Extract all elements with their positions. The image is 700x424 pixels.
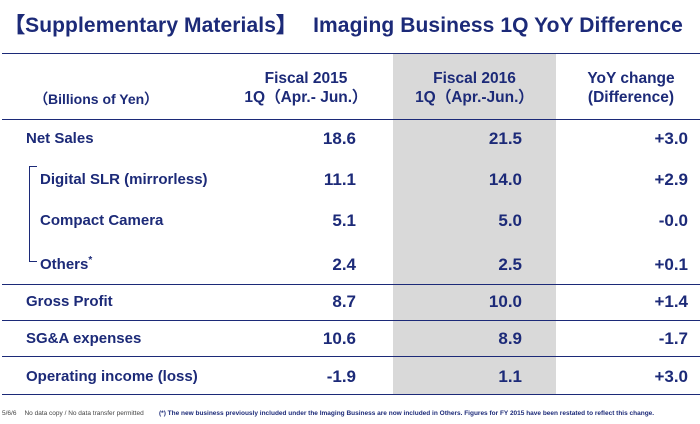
col-fy2016-line1: Fiscal 2016 (433, 70, 516, 87)
title-prefix: 【Supplementary Materials】 (4, 14, 298, 37)
row-label-digital-slr: Digital SLR (mirrorless) (40, 171, 208, 188)
fy2016-highlight-column (393, 53, 556, 394)
gross-profit-rule (2, 320, 700, 321)
row-label-net-sales: Net Sales (26, 130, 94, 147)
footnote: (*) The new business previously included… (159, 410, 655, 417)
others-fy2015: 2.4 (332, 255, 356, 274)
col-yoy-header: YoY change (Difference) (565, 69, 697, 107)
compact-camera-yoy: -0.0 (658, 211, 688, 230)
col-fy2015-header: Fiscal 2015 1Q（Apr.- Jun.） (226, 69, 386, 107)
title-main: Imaging Business 1Q YoY Difference (313, 14, 683, 37)
sga-yoy: -1.7 (658, 329, 688, 348)
units-label: （Billions of Yen） (34, 91, 159, 107)
operating-income-fy2016: 1.1 (498, 367, 522, 386)
sga-fy2016: 8.9 (498, 329, 522, 348)
slide-title: 【Supplementary Materials】 Imaging Busines… (4, 9, 683, 39)
net-sales-yoy: +3.0 (654, 129, 688, 148)
sga-fy2015: 10.6 (322, 329, 356, 348)
net-sales-fy2016: 21.5 (488, 129, 522, 148)
page-number: 5/6/6 (2, 410, 17, 417)
footer-left: 5/6/6 No data copy / No data transfer per… (2, 410, 144, 417)
digital-slr-yoy: +2.9 (654, 170, 688, 189)
others-footnote-marker: * (88, 255, 93, 266)
col-fy2016-line2: 1Q（Apr.-Jun.） (415, 89, 534, 106)
compact-camera-fy2016: 5.0 (498, 211, 522, 230)
row-label-others: Others* (40, 255, 92, 273)
compact-camera-fy2015: 5.1 (332, 211, 356, 230)
header-rule (2, 119, 700, 120)
others-label-text: Others (40, 256, 89, 273)
row-label-compact-camera: Compact Camera (40, 212, 164, 229)
others-yoy: +0.1 (654, 255, 688, 274)
col-yoy-line2: (Difference) (587, 89, 675, 106)
table-top-rule (2, 53, 700, 54)
operating-income-yoy: +3.0 (654, 367, 688, 386)
col-yoy-line1: YoY change (587, 70, 675, 87)
gross-profit-yoy: +1.4 (654, 292, 688, 311)
segment-bracket (29, 166, 37, 262)
gross-profit-fy2015: 8.7 (332, 292, 356, 311)
row-label-sga: SG&A expenses (26, 330, 142, 347)
digital-slr-fy2016: 14.0 (488, 170, 522, 189)
row-label-gross-profit: Gross Profit (26, 293, 113, 310)
operating-income-fy2015: -1.9 (326, 367, 356, 386)
net-sales-fy2015: 18.6 (322, 129, 356, 148)
copy-notice: No data copy / No data transfer permitte… (24, 410, 144, 417)
gross-profit-fy2016: 10.0 (488, 292, 522, 311)
col-fy2015-line2: 1Q（Apr.- Jun.） (244, 89, 368, 106)
net-sales-rule (2, 284, 700, 285)
digital-slr-fy2015: 11.1 (323, 170, 356, 189)
sga-rule (2, 356, 700, 357)
col-fy2016-header: Fiscal 2016 1Q（Apr.-Jun.） (393, 69, 556, 107)
others-fy2016: 2.5 (498, 255, 522, 274)
col-fy2015-line1: Fiscal 2015 (264, 70, 348, 87)
table-bottom-rule (2, 394, 700, 395)
row-label-operating-income: Operating income (loss) (26, 368, 198, 385)
